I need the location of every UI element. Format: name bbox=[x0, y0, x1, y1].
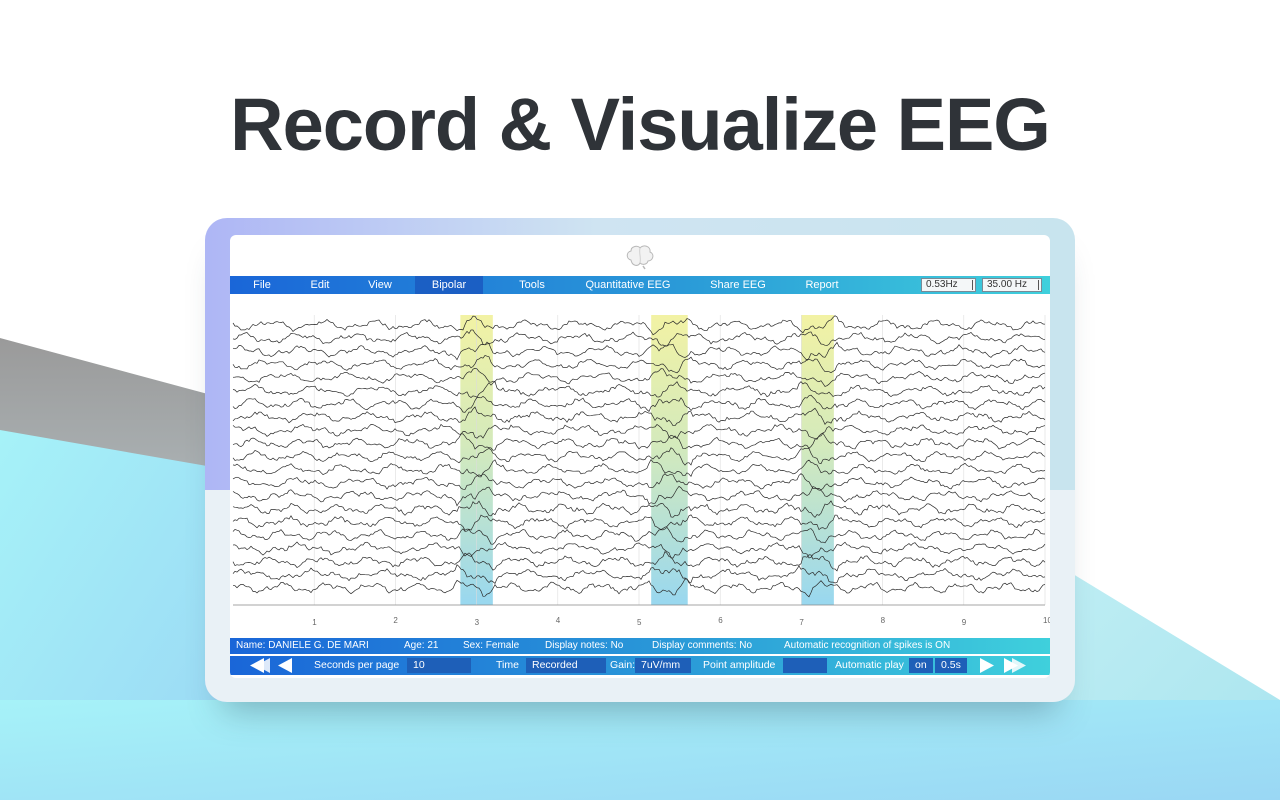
eeg-channel-trace-10 bbox=[232, 432, 1046, 451]
x-tick-label-4: 4 bbox=[556, 616, 561, 625]
auto-play-interval[interactable]: 0.5s bbox=[935, 658, 967, 673]
page-headline: Record & Visualize EEG bbox=[230, 83, 1051, 166]
gain-label: Gain: bbox=[610, 659, 636, 671]
patient-age: Age: 21 bbox=[404, 640, 439, 651]
x-tick-label-9: 9 bbox=[962, 618, 967, 627]
menu-bipolar[interactable]: Bipolar bbox=[415, 276, 483, 294]
eeg-channel-trace-17 bbox=[232, 526, 1046, 545]
seconds-per-page-select[interactable]: 10 bbox=[407, 658, 471, 673]
x-tick-label-6: 6 bbox=[718, 616, 723, 625]
point-amplitude-field[interactable] bbox=[783, 658, 827, 673]
eeg-channel-trace-20 bbox=[232, 564, 1046, 584]
menu-report[interactable]: Report bbox=[805, 279, 839, 291]
menu-quantitative-eeg[interactable]: Quantitative EEG bbox=[585, 279, 671, 291]
eeg-channel-trace-2 bbox=[232, 329, 1046, 347]
low-cutoff-value: 0.53Hz bbox=[926, 279, 958, 290]
eeg-channel-trace-11 bbox=[232, 447, 1046, 466]
back-arrow-icon bbox=[278, 658, 292, 673]
eeg-channel-trace-4 bbox=[232, 354, 1046, 374]
eeg-channel-trace-12 bbox=[232, 458, 1046, 478]
eeg-channel-trace-15 bbox=[232, 500, 1046, 518]
menu-file[interactable]: File bbox=[253, 279, 271, 291]
gain-select[interactable]: 7uV/mm bbox=[635, 658, 691, 673]
x-tick-label-7: 7 bbox=[799, 618, 804, 627]
rewind-button[interactable] bbox=[250, 658, 294, 673]
eeg-channel-trace-6 bbox=[232, 381, 1046, 398]
forward-arrow-icon bbox=[980, 658, 994, 673]
patient-info-bar: Name: DANIELE G. DE MARI Age: 21 Sex: Fe… bbox=[230, 638, 1050, 654]
fast-forward-arrow-1-icon bbox=[1004, 658, 1018, 673]
playback-control-bar: Seconds per page 10 Time Recorded Gain: … bbox=[230, 656, 1050, 675]
x-tick-label-2: 2 bbox=[393, 616, 398, 625]
x-tick-label-8: 8 bbox=[881, 616, 886, 625]
x-tick-label-3: 3 bbox=[475, 618, 480, 627]
patient-name: Name: DANIELE G. DE MARI bbox=[236, 640, 369, 651]
eeg-channel-trace-3 bbox=[232, 341, 1046, 362]
seconds-per-page-label: Seconds per page bbox=[314, 659, 400, 671]
menu-edit[interactable]: Edit bbox=[310, 279, 330, 291]
x-tick-label-10: 10 bbox=[1043, 616, 1050, 625]
time-label: Time bbox=[496, 659, 519, 671]
patient-sex: Sex: Female bbox=[463, 640, 520, 651]
high-cutoff-field[interactable]: 35.00 Hz bbox=[982, 278, 1042, 292]
high-cutoff-value: 35.00 Hz bbox=[987, 279, 1028, 290]
menu-tools[interactable]: Tools bbox=[519, 279, 545, 291]
eeg-channel-trace-1 bbox=[232, 315, 1046, 336]
auto-play-label: Automatic play bbox=[835, 659, 904, 671]
low-cutoff-field[interactable]: 0.53Hz bbox=[921, 278, 976, 292]
eeg-trace-chart[interactable]: 1 2 3 4 5 6 7 8 9 10 bbox=[230, 305, 1050, 635]
eeg-channel-trace-9 bbox=[232, 423, 1046, 440]
app-window: File Edit View Bipolar Tools Quantitativ… bbox=[230, 235, 1050, 678]
eeg-channel-trace-21 bbox=[232, 578, 1046, 598]
eeg-channel-trace-5 bbox=[232, 367, 1046, 387]
display-comments-toggle[interactable]: Display comments: No bbox=[652, 640, 753, 651]
auto-play-toggle[interactable]: on bbox=[909, 658, 933, 673]
eeg-channel-trace-8 bbox=[232, 406, 1046, 427]
brain-logo-icon bbox=[626, 245, 654, 270]
highlight-segment-2[interactable] bbox=[651, 315, 688, 605]
time-select[interactable]: Recorded bbox=[526, 658, 606, 673]
x-tick-label-1: 1 bbox=[312, 618, 317, 627]
menu-view[interactable]: View bbox=[368, 279, 392, 291]
menu-bar: File Edit View Bipolar Tools Quantitativ… bbox=[230, 276, 1050, 294]
menu-share-eeg[interactable]: Share EEG bbox=[710, 279, 766, 291]
eeg-channel-trace-19 bbox=[232, 551, 1046, 572]
eeg-channel-trace-13 bbox=[232, 473, 1046, 491]
eeg-channel-trace-14 bbox=[232, 485, 1046, 507]
display-notes-toggle[interactable]: Display notes: No bbox=[545, 640, 624, 651]
x-tick-label-5: 5 bbox=[637, 618, 642, 627]
eeg-channel-trace-18 bbox=[232, 541, 1046, 559]
forward-button[interactable] bbox=[980, 658, 1030, 673]
point-amplitude-label: Point amplitude bbox=[703, 659, 776, 671]
eeg-channel-trace-7 bbox=[232, 394, 1046, 413]
eeg-channel-trace-16 bbox=[232, 514, 1046, 531]
spike-recognition-status: Automatic recognition of spikes is ON bbox=[784, 640, 951, 651]
